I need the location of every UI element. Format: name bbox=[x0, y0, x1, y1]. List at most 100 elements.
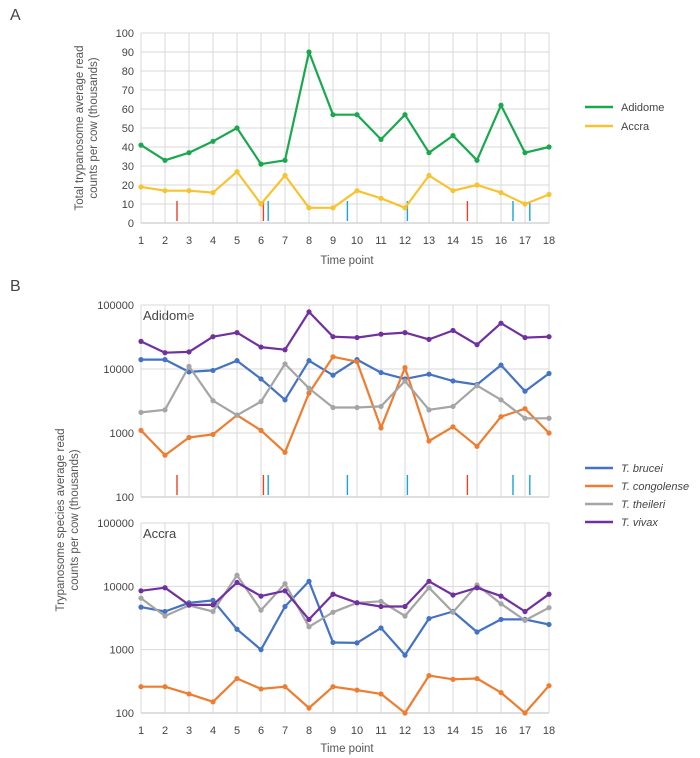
a-xtick-14: 14 bbox=[447, 235, 459, 247]
b-adidome-point-t-vivax-15 bbox=[474, 342, 480, 348]
b-accra-xtick-13: 13 bbox=[423, 725, 435, 737]
b-adidome-point-t-theileri-6 bbox=[258, 398, 264, 405]
a-point-adidome-7 bbox=[282, 157, 288, 163]
a-point-adidome-3 bbox=[186, 150, 192, 156]
b-accra-point-t-theileri-4 bbox=[210, 608, 216, 615]
b-adidome-point-t-brucei-13 bbox=[426, 371, 432, 377]
b-adidome-ytick-10000: 10000 bbox=[103, 364, 134, 376]
subplot-title-accra: Accra bbox=[143, 526, 177, 541]
b-accra-point-t-congolense-6 bbox=[258, 686, 264, 692]
b-accra-xtick-10: 10 bbox=[351, 725, 363, 737]
b-accra-point-t-brucei-2 bbox=[162, 608, 168, 615]
panel-b-ylabel-line1: Trypanosome species average read bbox=[55, 428, 67, 611]
b-accra-point-t-brucei-7 bbox=[282, 603, 288, 610]
b-accra-point-t-theileri-18 bbox=[546, 605, 552, 611]
b-adidome-point-t-theileri-12 bbox=[402, 378, 408, 384]
b-adidome-point-t-theileri-13 bbox=[426, 407, 432, 413]
b-adidome-point-t-theileri-3 bbox=[186, 363, 192, 369]
b-accra-point-t-vivax-7 bbox=[282, 588, 288, 594]
b-accra-point-t-congolense-1 bbox=[138, 684, 144, 690]
b-accra-point-t-brucei-9 bbox=[330, 639, 336, 646]
b-accra-point-t-theileri-6 bbox=[258, 607, 264, 613]
a-point-accra-18 bbox=[546, 191, 552, 198]
b-adidome-point-t-vivax-4 bbox=[210, 334, 216, 340]
b-accra-point-t-theileri-8 bbox=[306, 624, 312, 630]
a-point-adidome-13 bbox=[426, 150, 432, 156]
a-point-adidome-18 bbox=[546, 144, 552, 150]
a-xtick-12: 12 bbox=[399, 235, 411, 247]
b-adidome-point-t-brucei-2 bbox=[162, 357, 168, 363]
b-accra-point-t-vivax-11 bbox=[378, 603, 384, 610]
a-point-adidome-9 bbox=[330, 112, 336, 118]
b-accra-point-t-vivax-13 bbox=[426, 578, 432, 584]
a-point-adidome-6 bbox=[258, 161, 264, 167]
a-xtick-1: 1 bbox=[138, 235, 144, 247]
b-accra-xtick-6: 6 bbox=[258, 725, 264, 737]
a-xtick-6: 6 bbox=[258, 235, 264, 247]
b-adidome-point-t-congolense-9 bbox=[330, 354, 336, 360]
a-point-accra-9 bbox=[330, 205, 336, 211]
a-xtick-4: 4 bbox=[210, 235, 216, 247]
a-point-accra-5 bbox=[234, 169, 240, 175]
b-accra-point-t-congolense-5 bbox=[234, 675, 240, 682]
b-adidome-point-t-brucei-17 bbox=[522, 388, 528, 394]
a-ytick-30: 30 bbox=[122, 161, 134, 173]
a-point-adidome-2 bbox=[162, 157, 168, 163]
b-accra-ytick-100000: 100000 bbox=[97, 518, 134, 530]
b-adidome-point-t-vivax-14 bbox=[450, 327, 456, 334]
panel-b-ylabel-line2: counts per cow (thousands) bbox=[69, 449, 81, 590]
a-point-accra-12 bbox=[402, 205, 408, 211]
b-accra-xtick-14: 14 bbox=[447, 725, 459, 737]
b-adidome-point-t-brucei-7 bbox=[282, 397, 288, 403]
panel-a-xlabel: Time point bbox=[320, 255, 374, 267]
b-accra-point-t-vivax-18 bbox=[546, 591, 552, 597]
a-xtick-17: 17 bbox=[519, 235, 531, 247]
b-adidome-point-t-theileri-10 bbox=[354, 404, 360, 411]
panel-b-xlabel: Time point bbox=[320, 743, 374, 755]
a-xtick-2: 2 bbox=[162, 235, 168, 247]
b-adidome-point-t-vivax-13 bbox=[426, 336, 432, 343]
b-accra-point-t-congolense-7 bbox=[282, 684, 288, 690]
b-adidome-point-t-congolense-11 bbox=[378, 425, 384, 431]
subplot-title-adidome: Adidome bbox=[143, 308, 194, 323]
legend-a-label-accra: Accra bbox=[621, 121, 650, 133]
a-point-accra-10 bbox=[354, 188, 360, 194]
b-accra-xtick-8: 8 bbox=[306, 725, 312, 737]
b-accra-point-t-theileri-1 bbox=[138, 595, 144, 601]
b-accra-point-t-vivax-6 bbox=[258, 593, 264, 599]
a-ytick-0: 0 bbox=[128, 218, 134, 230]
a-ytick-10: 10 bbox=[122, 199, 134, 211]
a-point-adidome-11 bbox=[378, 136, 384, 142]
b-adidome-point-t-congolense-7 bbox=[282, 449, 288, 455]
b-adidome-point-t-vivax-10 bbox=[354, 334, 360, 341]
b-adidome-point-t-vivax-1 bbox=[138, 338, 144, 344]
b-accra-xtick-18: 18 bbox=[543, 725, 555, 737]
b-adidome-line-t-congolense bbox=[140, 355, 550, 457]
b-adidome-point-t-theileri-11 bbox=[378, 403, 384, 410]
a-ytick-100: 100 bbox=[116, 28, 134, 40]
b-accra-point-t-vivax-9 bbox=[330, 591, 336, 597]
a-xtick-10: 10 bbox=[351, 235, 363, 247]
b-adidome-point-t-brucei-11 bbox=[378, 369, 384, 376]
b-accra-point-t-congolense-14 bbox=[450, 676, 456, 682]
b-accra-point-t-brucei-8 bbox=[306, 578, 312, 584]
a-xtick-11: 11 bbox=[375, 235, 386, 247]
b-accra-xtick-2: 2 bbox=[162, 725, 168, 737]
a-point-accra-3 bbox=[186, 188, 192, 194]
b-adidome-point-t-congolense-4 bbox=[210, 431, 216, 438]
b-accra-point-t-congolense-3 bbox=[186, 691, 192, 697]
b-accra-point-t-vivax-1 bbox=[138, 588, 144, 594]
a-line-accra bbox=[140, 170, 550, 209]
b-adidome-point-t-vivax-17 bbox=[522, 334, 528, 341]
b-adidome-point-t-congolense-12 bbox=[402, 365, 408, 371]
b-accra-point-t-theileri-12 bbox=[402, 613, 408, 619]
legend-a-label-adidome: Adidome bbox=[621, 102, 664, 114]
b-accra-point-t-congolense-12 bbox=[402, 710, 408, 716]
b-adidome-ytick-100: 100 bbox=[116, 492, 134, 504]
b-accra-point-t-congolense-10 bbox=[354, 687, 360, 693]
b-accra-point-t-congolense-16 bbox=[498, 689, 504, 696]
a-point-adidome-12 bbox=[402, 112, 408, 118]
b-accra-point-t-brucei-16 bbox=[498, 616, 504, 623]
b-accra-point-t-congolense-18 bbox=[546, 683, 552, 689]
